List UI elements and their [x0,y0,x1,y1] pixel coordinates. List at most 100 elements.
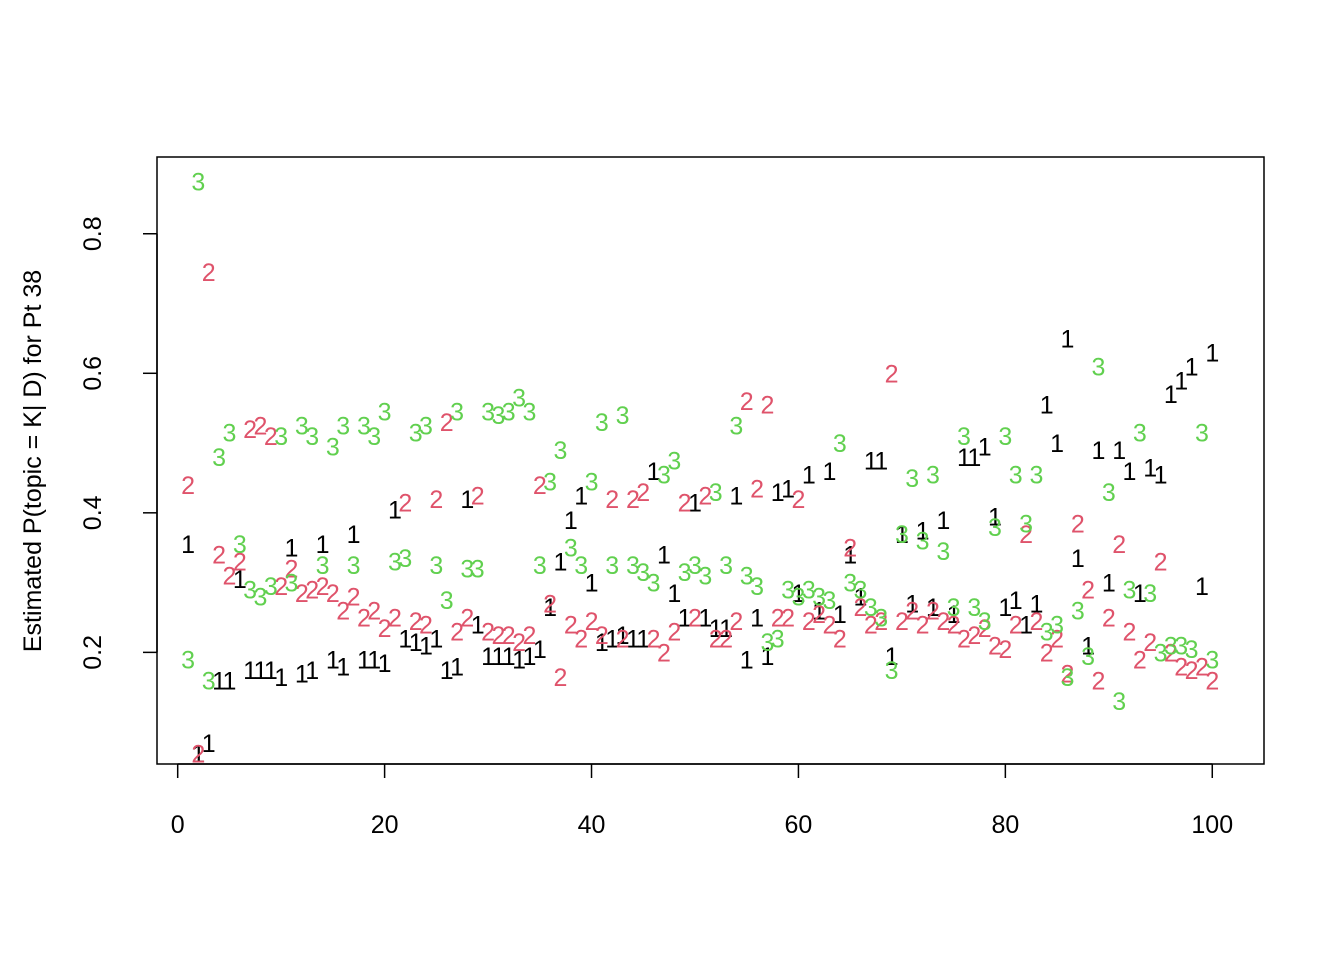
point-series-1: 1 [1071,545,1085,573]
point-series-3: 3 [1071,598,1085,626]
point-series-2: 2 [357,604,371,632]
point-series-2: 2 [1133,646,1147,674]
point-series-1: 1 [833,601,847,629]
point-series-3: 3 [491,402,505,430]
point-series-2: 2 [233,549,247,577]
point-series-1: 1 [988,503,1002,531]
point-series-3: 3 [812,584,826,612]
point-series-3: 3 [212,444,226,472]
point-series-1: 1 [491,643,505,671]
point-series-3: 3 [781,577,795,605]
point-series-1: 1 [522,643,536,671]
point-series-3: 3 [1123,577,1137,605]
point-series-1: 1 [1154,461,1168,489]
point-series-1: 1 [181,531,195,559]
x-tick-label: 60 [785,811,813,839]
point-series-2: 2 [191,741,205,769]
point-series-3: 3 [1092,353,1106,381]
point-series-2: 2 [698,482,712,510]
point-series-1: 1 [1060,325,1074,353]
point-series-1: 1 [202,730,216,758]
point-series-1: 1 [885,643,899,671]
point-series-3: 3 [378,399,392,427]
point-series-2: 2 [274,573,288,601]
point-series-3: 3 [667,448,681,476]
point-series-3: 3 [905,465,919,493]
point-series-2: 2 [616,625,630,653]
point-series-3: 3 [522,399,536,427]
point-series-1: 1 [471,611,485,639]
point-series-2: 2 [1143,629,1157,657]
point-series-2: 2 [326,580,340,608]
point-series-2: 2 [626,486,640,514]
point-series-3: 3 [895,521,909,549]
point-series-2: 2 [305,577,319,605]
point-series-3: 3 [316,552,330,580]
point-series-1: 1 [398,625,412,653]
point-series-3: 3 [823,587,837,615]
point-series-3: 3 [419,413,433,441]
point-series-1: 1 [409,629,423,657]
point-series-3: 3 [874,604,888,632]
point-series-1: 1 [502,643,516,671]
data-points: 1111111111111111111111111111111111111111… [181,168,1219,768]
point-series-3: 3 [1185,636,1199,664]
point-series-3: 3 [564,535,578,563]
point-series-3: 3 [1029,461,1043,489]
point-series-2: 2 [243,416,257,444]
point-series-3: 3 [450,399,464,427]
point-series-1: 1 [367,646,381,674]
point-series-1: 1 [574,482,588,510]
point-series-1: 1 [905,591,919,619]
point-series-1: 1 [843,542,857,570]
point-series-1: 1 [191,741,205,769]
point-series-1: 1 [1174,367,1188,395]
point-series-1: 1 [450,653,464,681]
point-series-3: 3 [460,556,474,584]
point-series-1: 1 [709,615,723,643]
point-series-2: 2 [781,604,795,632]
point-series-3: 3 [295,413,309,441]
point-series-2: 2 [460,604,474,632]
point-series-1: 1 [967,444,981,472]
point-series-3: 3 [1154,639,1168,667]
point-series-3: 3 [274,423,288,451]
point-series-1: 1 [916,517,930,545]
point-series-3: 3 [233,531,247,559]
point-series-2: 2 [1102,604,1116,632]
point-series-2: 2 [947,611,961,639]
point-series-1: 1 [222,667,236,695]
y-axis-title: Estimated P(topic = K| D) for Pt 38 [19,270,47,652]
point-series-1: 1 [233,566,247,594]
point-series-2: 2 [605,486,619,514]
point-series-3: 3 [998,423,1012,451]
point-series-1: 1 [274,664,288,692]
point-series-1: 1 [357,646,371,674]
point-series-1: 1 [823,458,837,486]
point-series-3: 3 [1174,632,1188,660]
point-series-3: 3 [854,577,868,605]
point-series-2: 2 [388,604,402,632]
point-series-1: 1 [647,458,661,486]
point-series-3: 3 [554,437,568,465]
point-series-1: 1 [626,625,640,653]
point-series-1: 1 [585,570,599,598]
point-series-3: 3 [802,577,816,605]
point-series-2: 2 [419,611,433,639]
point-series-1: 1 [419,632,433,660]
point-series-1: 1 [1185,353,1199,381]
point-series-2: 2 [916,611,930,639]
point-series-2: 2 [926,598,940,626]
y-tick-label: 0.4 [79,495,107,530]
point-series-3: 3 [243,577,257,605]
point-series-1: 1 [512,646,526,674]
point-series-2: 2 [988,632,1002,660]
point-series-3: 3 [1102,479,1116,507]
point-series-2: 2 [864,611,878,639]
point-series-2: 2 [440,409,454,437]
point-series-1: 1 [212,667,226,695]
point-series-1: 1 [1040,392,1054,420]
point-series-2: 2 [1164,639,1178,667]
point-series-2: 2 [564,611,578,639]
